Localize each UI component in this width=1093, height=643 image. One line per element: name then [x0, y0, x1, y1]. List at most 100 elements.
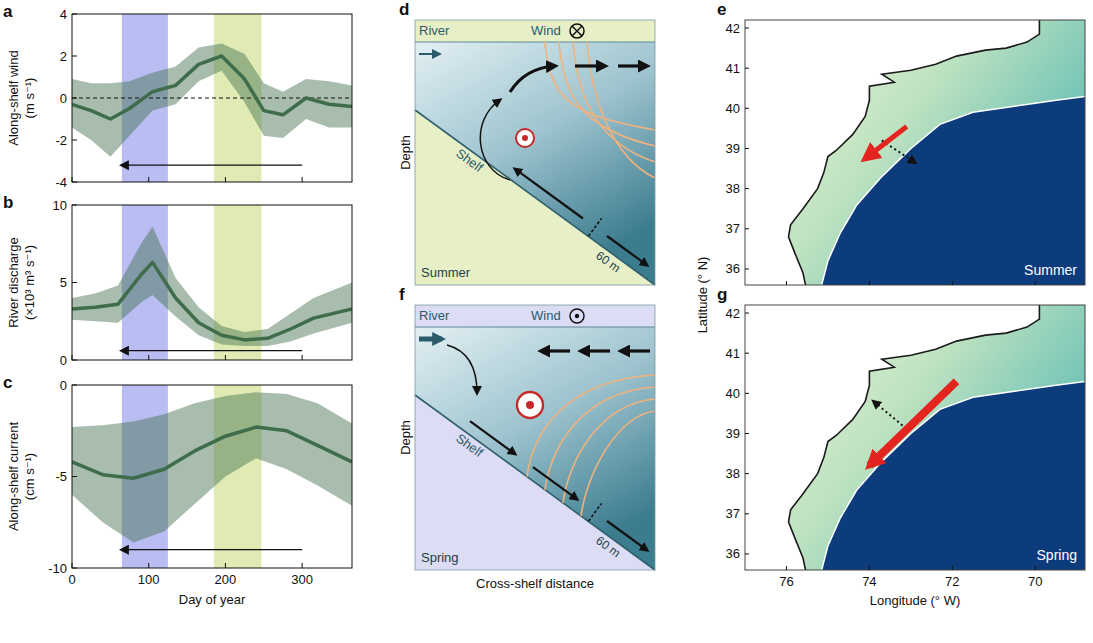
y-tick-label: 2 [60, 49, 67, 64]
current-symbol [517, 392, 543, 418]
y-tick [72, 98, 77, 99]
isopycnal [545, 42, 655, 130]
diagram-background [415, 20, 655, 285]
map-area [745, 20, 1085, 285]
y-tick-label: 37 [726, 221, 740, 236]
isobath-label: 60 m [593, 248, 623, 275]
isopycnal [581, 411, 655, 516]
current-dot [522, 135, 528, 141]
y-tick-label: 10 [53, 198, 67, 213]
x-tick [302, 177, 303, 182]
x-axis-title: Longitude (° W) [870, 593, 960, 608]
y-tick-label: 37 [726, 506, 740, 521]
wind-symbol [570, 24, 584, 38]
x-tick [869, 566, 870, 570]
wind-symbol [570, 309, 584, 323]
y-tick-label: 42 [726, 306, 740, 321]
map-frame [745, 305, 1085, 570]
surface-arrow [575, 64, 605, 67]
x-tick [869, 281, 870, 285]
y-tick [745, 553, 749, 554]
x-tick [302, 355, 303, 360]
y-tick [72, 56, 77, 57]
panel-letter: a [3, 2, 13, 21]
shelf-bottom [415, 110, 655, 285]
figure: -4-2024Along-shelf wind(m s⁻¹)a0510River… [0, 0, 1093, 643]
diagram: RiverWind60 mShelfSpring [415, 305, 655, 570]
x-tick [148, 355, 149, 360]
y-tick-label: 40 [726, 101, 740, 116]
plot-area [72, 205, 352, 360]
y-tick [72, 140, 77, 141]
isopycnal [559, 42, 655, 146]
diagram-frame [415, 20, 655, 285]
plot-area [72, 14, 352, 182]
time-arrow [122, 549, 302, 550]
wind-into-page [572, 26, 582, 36]
y-tick [745, 393, 749, 394]
depth-label: Depth [398, 420, 413, 455]
bottom-arrow [533, 467, 577, 499]
x-tick-label: 76 [779, 574, 793, 589]
title-line: Along-shelf current [6, 422, 21, 531]
season-label: Summer [421, 265, 471, 280]
x-tick [1035, 566, 1036, 570]
title-line: (cm s⁻¹) [22, 453, 37, 500]
bottom-arrow [515, 169, 583, 219]
isobath-tick [589, 503, 602, 521]
x-tick [72, 177, 73, 182]
y-tick-label: -4 [55, 175, 67, 190]
y-tick-label: 0 [60, 91, 67, 106]
sea-surface [415, 42, 655, 43]
title-line: (m s⁻¹) [22, 78, 37, 119]
uncertainty-band [72, 392, 352, 542]
data-line [72, 427, 352, 478]
river-label: River [419, 308, 450, 323]
x-tick-label: 70 [1028, 574, 1042, 589]
x-tick [72, 563, 73, 568]
x-tick [148, 563, 149, 568]
panel-letter: e [717, 0, 726, 19]
sea-surface [415, 327, 655, 328]
wind-label: Wind [531, 308, 561, 323]
x-tick [225, 563, 226, 568]
panel-letter: b [3, 193, 13, 212]
y-tick [72, 476, 77, 477]
y-tick-label: -2 [55, 133, 67, 148]
x-tick-label: 74 [862, 574, 876, 589]
y-tick [745, 268, 749, 269]
y-tick-label: 0 [60, 378, 67, 393]
x-tick [952, 566, 953, 570]
x-tick-label: 0 [68, 572, 75, 587]
plot-frame [72, 385, 352, 568]
x-axis-title: Cross-shelf distance [476, 576, 594, 591]
y-tick-label: 38 [726, 466, 740, 481]
y-axis-title: Along-shelf wind(m s⁻¹) [6, 50, 37, 145]
plot-frame [72, 205, 352, 360]
y-tick [745, 28, 749, 29]
y-tick [745, 473, 749, 474]
x-tick-label: 200 [215, 572, 237, 587]
plot-area [72, 385, 352, 568]
water [415, 327, 655, 570]
x-tick [225, 355, 226, 360]
y-tick [72, 568, 77, 569]
uncertainty-band [72, 227, 352, 346]
river-arrow [419, 53, 439, 55]
x-tick [302, 563, 303, 568]
x-tick-label: 100 [138, 572, 160, 587]
y-axis-title: Along-shelf current(cm s⁻¹) [6, 422, 37, 531]
wind-out-of-page [575, 314, 579, 318]
y-tick [745, 148, 749, 149]
y-axis-title: Latitude (° N) [695, 257, 710, 334]
shelf-label: Shelf [453, 145, 486, 175]
y-tick [745, 188, 749, 189]
circulation-arrow [447, 345, 477, 393]
data-line [72, 56, 352, 119]
x-tick [72, 355, 73, 360]
surface-arrow [618, 64, 647, 67]
y-tick [745, 513, 749, 514]
x-tick [1035, 281, 1036, 285]
along-shelf-arrow [865, 126, 906, 158]
y-tick [72, 360, 77, 361]
